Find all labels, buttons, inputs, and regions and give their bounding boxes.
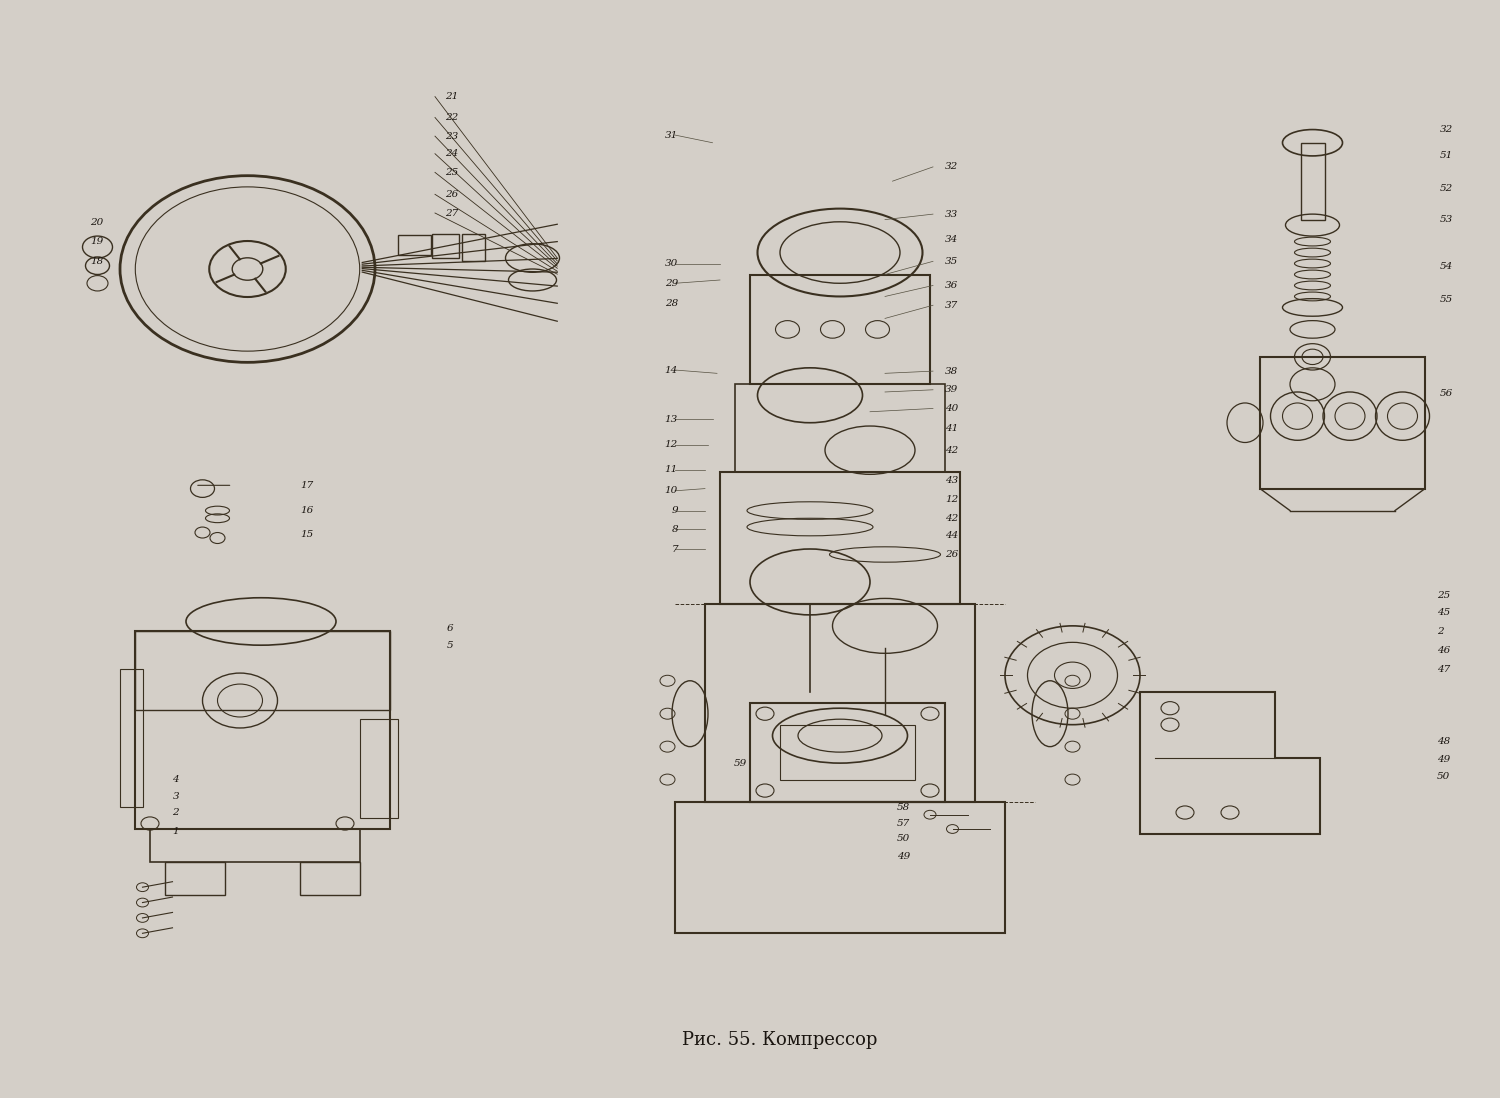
Text: 30: 30: [664, 259, 678, 268]
Bar: [135, 631, 390, 829]
Text: 54: 54: [1440, 262, 1454, 271]
Text: 47: 47: [1437, 665, 1450, 674]
Text: 26: 26: [446, 190, 459, 199]
Text: 42: 42: [945, 514, 958, 523]
Bar: [675, 802, 1005, 933]
Text: 58: 58: [897, 803, 910, 811]
Text: 56: 56: [1440, 389, 1454, 397]
Text: 4: 4: [172, 775, 178, 784]
Bar: [720, 472, 960, 604]
Text: 35: 35: [945, 257, 958, 266]
Text: 7: 7: [672, 545, 678, 553]
Text: 6: 6: [447, 624, 453, 632]
Text: 50: 50: [897, 834, 910, 843]
Text: 10: 10: [664, 486, 678, 495]
Text: 28: 28: [664, 299, 678, 307]
Text: 13: 13: [664, 415, 678, 424]
Text: 37: 37: [945, 301, 958, 310]
Text: 51: 51: [1440, 152, 1454, 160]
Bar: [165, 862, 225, 895]
Text: 16: 16: [300, 506, 313, 515]
Text: 17: 17: [300, 481, 313, 490]
Text: 44: 44: [945, 531, 958, 540]
Bar: [120, 669, 142, 807]
Text: 50: 50: [1437, 772, 1450, 781]
Text: 55: 55: [1440, 295, 1454, 304]
Text: 24: 24: [446, 149, 459, 158]
Text: Рис. 55. Компрессор: Рис. 55. Компрессор: [682, 1031, 877, 1049]
Text: 23: 23: [446, 132, 459, 141]
Text: 15: 15: [300, 530, 313, 539]
Bar: [1300, 143, 1324, 220]
Text: 49: 49: [1437, 755, 1450, 764]
Text: 53: 53: [1440, 215, 1454, 224]
Text: 33: 33: [945, 210, 958, 219]
Text: 11: 11: [664, 466, 678, 474]
Bar: [135, 631, 390, 710]
Text: 2: 2: [172, 808, 178, 817]
Text: 12: 12: [945, 495, 958, 504]
Text: 27: 27: [446, 209, 459, 217]
Text: 26: 26: [945, 550, 958, 559]
Text: 22: 22: [446, 113, 459, 122]
Text: 43: 43: [945, 477, 958, 485]
Text: 48: 48: [1437, 737, 1450, 746]
Bar: [750, 274, 930, 384]
Text: 49: 49: [897, 852, 910, 861]
Text: 31: 31: [664, 131, 678, 139]
Bar: [705, 604, 975, 802]
Text: 8: 8: [672, 525, 678, 534]
Bar: [398, 235, 430, 255]
Text: 12: 12: [664, 440, 678, 449]
Bar: [150, 829, 360, 862]
Bar: [462, 234, 484, 261]
Text: 34: 34: [945, 235, 958, 244]
Text: 18: 18: [90, 257, 104, 266]
Text: 38: 38: [945, 367, 958, 376]
Text: 46: 46: [1437, 646, 1450, 654]
Text: 19: 19: [90, 237, 104, 246]
Text: 9: 9: [672, 506, 678, 515]
Bar: [780, 725, 915, 780]
Text: 59: 59: [734, 759, 747, 768]
Text: 14: 14: [664, 366, 678, 374]
Text: 21: 21: [446, 92, 459, 101]
Text: 29: 29: [664, 279, 678, 288]
Text: 3: 3: [172, 792, 178, 800]
Text: 45: 45: [1437, 608, 1450, 617]
Text: 39: 39: [945, 385, 958, 394]
Bar: [750, 703, 945, 802]
Text: 1: 1: [172, 827, 178, 836]
Text: 2: 2: [1437, 627, 1443, 636]
Text: 41: 41: [945, 424, 958, 433]
Text: 25: 25: [1437, 591, 1450, 600]
Circle shape: [232, 258, 262, 280]
Bar: [1260, 357, 1425, 489]
Text: 5: 5: [447, 641, 453, 650]
Bar: [735, 384, 945, 472]
Text: 25: 25: [446, 168, 459, 177]
Text: 42: 42: [945, 446, 958, 455]
Bar: [300, 862, 360, 895]
Text: 57: 57: [897, 819, 910, 828]
Text: 32: 32: [945, 163, 958, 171]
Text: 20: 20: [90, 219, 104, 227]
Bar: [360, 719, 398, 818]
Text: 40: 40: [945, 404, 958, 413]
Text: 52: 52: [1440, 184, 1454, 193]
Text: 32: 32: [1440, 125, 1454, 134]
Bar: [432, 234, 459, 258]
Text: 36: 36: [945, 281, 958, 290]
